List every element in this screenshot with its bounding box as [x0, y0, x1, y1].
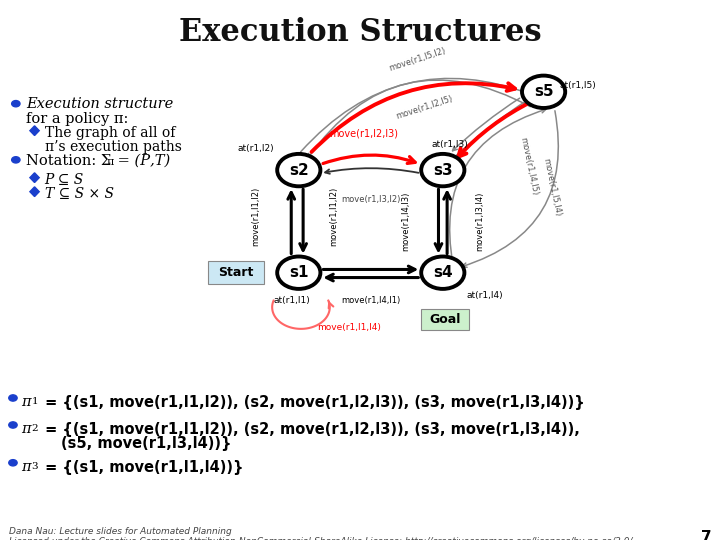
Text: π: π	[22, 460, 31, 474]
Circle shape	[277, 256, 320, 289]
Text: at(r1,l5): at(r1,l5)	[559, 81, 597, 90]
Circle shape	[12, 100, 20, 107]
Circle shape	[277, 154, 320, 186]
Circle shape	[9, 422, 17, 428]
Text: 1: 1	[32, 397, 38, 407]
Text: π: π	[107, 157, 114, 167]
Text: π: π	[22, 422, 31, 436]
Text: move(r1,l1,l2): move(r1,l1,l2)	[329, 186, 338, 246]
Text: at(r1,l1): at(r1,l1)	[273, 296, 310, 305]
Text: move(r1,l3,l2): move(r1,l3,l2)	[341, 195, 400, 204]
Text: move(r1,l4,l1): move(r1,l4,l1)	[341, 296, 400, 305]
Text: s1: s1	[289, 265, 309, 280]
Circle shape	[421, 256, 464, 289]
Text: move(r1,l4,l3): move(r1,l4,l3)	[401, 192, 410, 251]
Text: The graph of all of: The graph of all of	[45, 126, 175, 140]
Polygon shape	[30, 173, 39, 183]
Text: move(r1,l2,l3): move(r1,l2,l3)	[329, 129, 398, 138]
Text: π: π	[22, 395, 31, 409]
Text: 7: 7	[701, 530, 711, 540]
Text: = {(s1, move(r1,l1,l4))}: = {(s1, move(r1,l1,l4))}	[40, 460, 244, 475]
Polygon shape	[30, 187, 39, 197]
Text: move(r1,l5,l2): move(r1,l5,l2)	[388, 46, 447, 73]
Text: move(r1,l5,l4): move(r1,l5,l4)	[541, 158, 563, 218]
FancyBboxPatch shape	[421, 309, 469, 330]
Text: Start: Start	[218, 266, 254, 279]
Text: Notation: Σ: Notation: Σ	[26, 154, 111, 168]
Text: π’s execution paths: π’s execution paths	[45, 140, 181, 154]
Text: Dana Nau: Lecture slides for Automated Planning
Licensed under the Creative Comm: Dana Nau: Lecture slides for Automated P…	[9, 527, 632, 540]
Text: at(r1,l2): at(r1,l2)	[238, 144, 274, 153]
Text: move(r1,l4,l5): move(r1,l4,l5)	[518, 136, 540, 196]
Text: for a policy π:: for a policy π:	[26, 112, 128, 126]
Text: 2: 2	[32, 424, 38, 434]
Text: move(r1,l2,l5): move(r1,l2,l5)	[395, 94, 454, 122]
Text: at(r1,l3): at(r1,l3)	[431, 140, 469, 149]
Text: s2: s2	[289, 163, 309, 178]
Text: (s5, move(r1,l3,l4))}: (s5, move(r1,l3,l4))}	[61, 436, 232, 451]
Text: s5: s5	[534, 84, 554, 99]
Text: = (Ρ,Τ): = (Ρ,Τ)	[113, 154, 171, 168]
Text: move(r1,l1,l2): move(r1,l1,l2)	[251, 186, 260, 246]
Text: Τ ⊆ S × S: Τ ⊆ S × S	[45, 187, 114, 201]
Circle shape	[9, 395, 17, 401]
Text: Ρ ⊆ S: Ρ ⊆ S	[45, 173, 84, 187]
FancyBboxPatch shape	[208, 261, 264, 284]
Circle shape	[9, 460, 17, 466]
Text: s4: s4	[433, 265, 453, 280]
Text: Execution structure: Execution structure	[26, 97, 174, 111]
Text: 3: 3	[32, 462, 38, 471]
Text: Execution Structures: Execution Structures	[179, 17, 541, 48]
Polygon shape	[30, 126, 39, 136]
Text: Goal: Goal	[429, 313, 461, 326]
Text: = {(s1, move(r1,l1,l2)), (s2, move(r1,l2,l3)), (s3, move(r1,l3,l4))}: = {(s1, move(r1,l1,l2)), (s2, move(r1,l2…	[40, 395, 585, 410]
Text: s3: s3	[433, 163, 453, 178]
Text: move(r1,l3,l4): move(r1,l3,l4)	[476, 192, 485, 251]
Text: at(r1,l4): at(r1,l4)	[467, 291, 503, 300]
Text: move(r1,l1,l4): move(r1,l1,l4)	[318, 323, 381, 332]
Text: = {(s1, move(r1,l1,l2)), (s2, move(r1,l2,l3)), (s3, move(r1,l3,l4)),: = {(s1, move(r1,l1,l2)), (s2, move(r1,l2…	[40, 422, 580, 437]
Circle shape	[522, 76, 565, 108]
Circle shape	[12, 157, 20, 163]
Circle shape	[421, 154, 464, 186]
